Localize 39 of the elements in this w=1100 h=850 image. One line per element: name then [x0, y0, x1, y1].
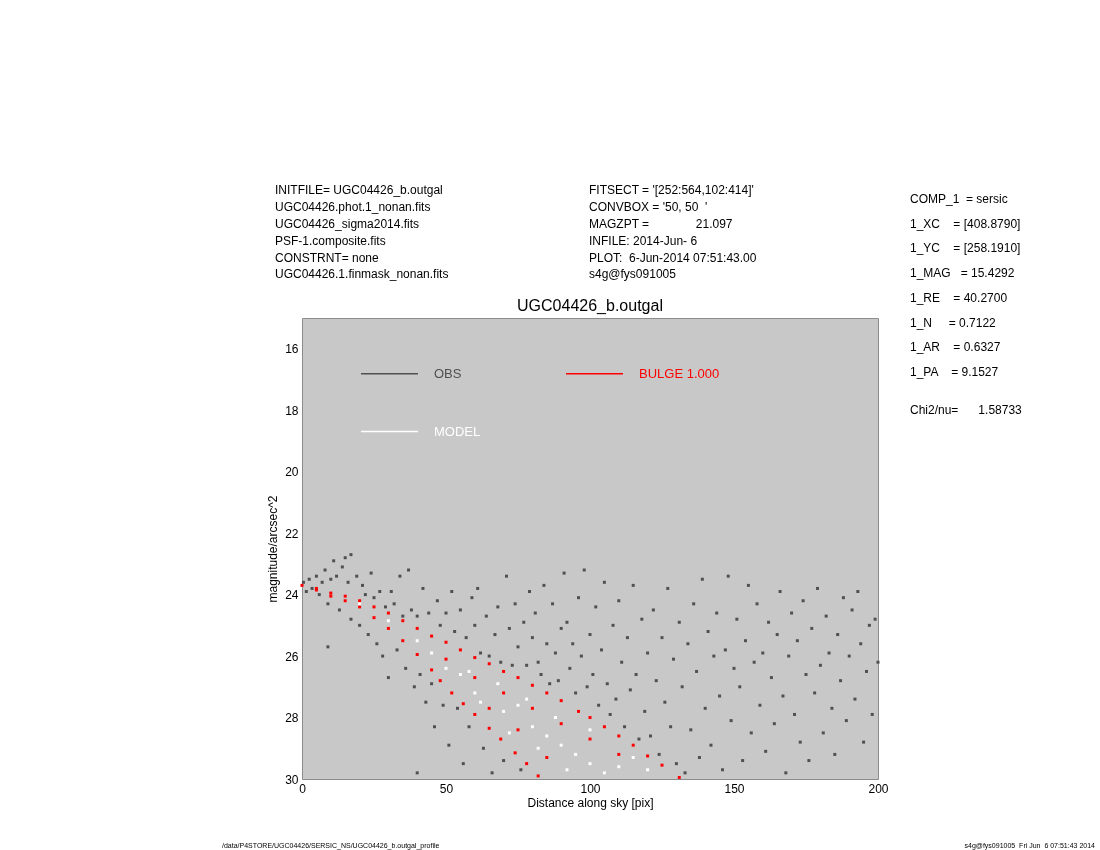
y-tick-label: 26	[285, 649, 299, 664]
text: INFILE: 2014-Jun- 6	[589, 234, 698, 248]
x-tick-label: 200	[868, 781, 889, 796]
x-tick-label: 0	[299, 781, 307, 796]
y-tick-label: 20	[285, 465, 299, 480]
text: UGC04426.phot.1_nonan.fits	[275, 200, 431, 214]
text: INITFILE= UGC04426_b.outgal	[275, 183, 443, 197]
x-tick-label: 50	[439, 781, 454, 796]
text: UGC04426_sigma2014.fits	[275, 217, 420, 231]
text: MAGZPT = 21.097	[589, 217, 733, 231]
y-tick-label: 24	[285, 588, 299, 603]
x-tick-label: 150	[724, 781, 745, 796]
text: FITSECT = '[252:564,102:414]'	[589, 183, 754, 197]
text: Chi2/nu= 1.58733	[910, 403, 1022, 417]
x-axis-title: Distance along sky [pix]	[527, 795, 654, 810]
text: 1_AR = 0.6327	[910, 340, 1001, 354]
legend-label: BULGE 1.000	[639, 365, 720, 381]
text: 1_XC = [408.8790]	[910, 217, 1021, 231]
text: PLOT: 6-Jun-2014 07:51:43.00	[589, 251, 757, 265]
text: COMP_1 = sersic	[910, 192, 1008, 206]
text: 1_N = 0.7122	[910, 316, 996, 330]
text: 1_YC = [258.1910]	[910, 241, 1021, 255]
y-tick-label: 30	[285, 772, 299, 787]
y-tick-label: 18	[285, 403, 299, 418]
y-tick-label: 28	[285, 711, 299, 726]
text: s4g@fys091005	[589, 267, 676, 281]
y-tick-label: 22	[285, 526, 299, 541]
text: 1_MAG = 15.4292	[910, 266, 1015, 280]
chart-title: UGC04426_b.outgal	[517, 297, 663, 315]
text: CONVBOX = '50, 50 '	[589, 200, 708, 214]
y-axis-title: magnitude/arcsec^2	[266, 495, 281, 603]
text: CONSTRNT= none	[275, 251, 379, 265]
text: 1_RE = 40.2700	[910, 291, 1008, 305]
y-tick-label: 16	[285, 342, 299, 357]
text: UGC04426.1.finmask_nonan.fits	[275, 267, 449, 281]
x-tick-label: 100	[580, 781, 601, 796]
legend-label: OBS	[434, 365, 462, 381]
text: 1_PA = 9.1527	[910, 365, 999, 379]
text: PSF-1.composite.fits	[275, 234, 386, 248]
